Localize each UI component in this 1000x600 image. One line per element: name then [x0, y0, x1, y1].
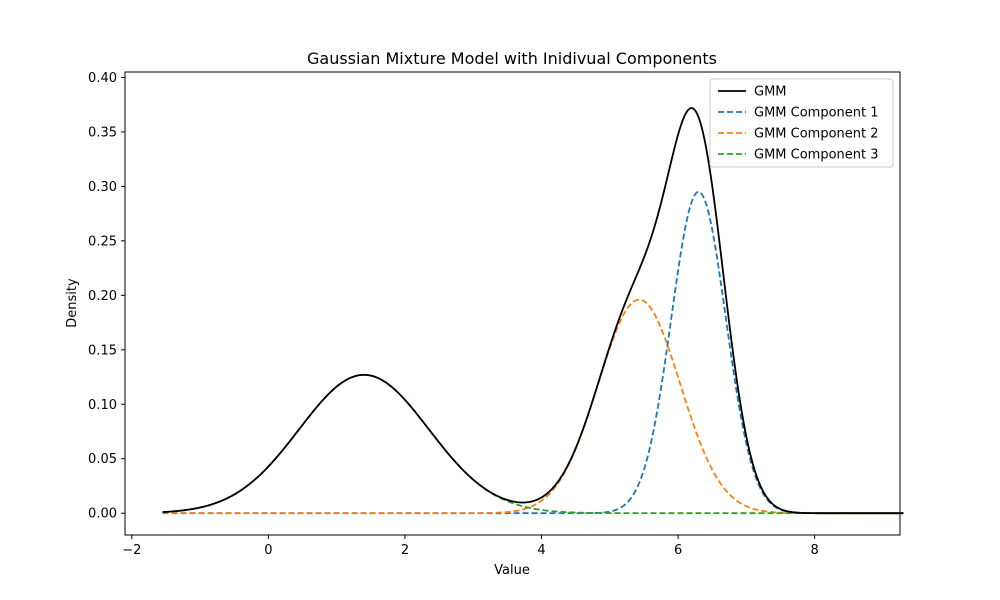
x-tick-label: 8 — [811, 543, 819, 558]
series-line-gmm-component-2 — [162, 298, 904, 515]
x-axis: −2 0 2 4 6 8 — [122, 535, 819, 558]
series-line-gmm-component-1 — [162, 190, 904, 515]
series-line-gmm-component-3 — [162, 373, 904, 515]
y-axis: 0.00 0.05 0.10 0.15 0.20 0.25 0.30 0.35 0.40 — [88, 71, 125, 522]
x-tick-label: 4 — [537, 543, 545, 558]
x-axis-label: Value — [494, 563, 530, 578]
y-tick-label: 0.10 — [88, 398, 117, 413]
legend-label: GMM Component 2 — [754, 127, 879, 142]
series-line-gmm — [162, 107, 904, 515]
y-tick-label: 0.15 — [88, 343, 117, 358]
legend-box — [709, 78, 894, 168]
x-tick-label: 6 — [674, 543, 682, 558]
legend-label: GMM — [754, 85, 787, 100]
plot-frame — [124, 71, 901, 536]
x-tick-label: −2 — [122, 543, 141, 558]
y-tick-label: 0.25 — [88, 234, 117, 249]
chart-title: Gaussian Mixture Model with Inidivual Co… — [307, 49, 717, 68]
plot-area — [124, 71, 904, 536]
legend-label: GMM Component 3 — [754, 148, 879, 163]
legend: GMM GMM Component 1 GMM Component 2 GMM Com… — [709, 78, 894, 168]
x-tick-label: 0 — [264, 543, 272, 558]
y-tick-label: 0.35 — [88, 125, 117, 140]
curves-group — [162, 107, 904, 515]
y-tick-label: 0.30 — [88, 180, 117, 195]
y-tick-label: 0.40 — [88, 71, 117, 86]
y-tick-label: 0.00 — [88, 507, 117, 522]
y-tick-label: 0.05 — [88, 452, 117, 467]
y-tick-label: 0.20 — [88, 289, 117, 304]
legend-label: GMM Component 1 — [754, 106, 879, 121]
legend-entries: GMM GMM Component 1 GMM Component 2 GMM Com… — [718, 85, 879, 163]
y-axis-label: Density — [65, 278, 80, 328]
x-tick-label: 2 — [401, 543, 409, 558]
